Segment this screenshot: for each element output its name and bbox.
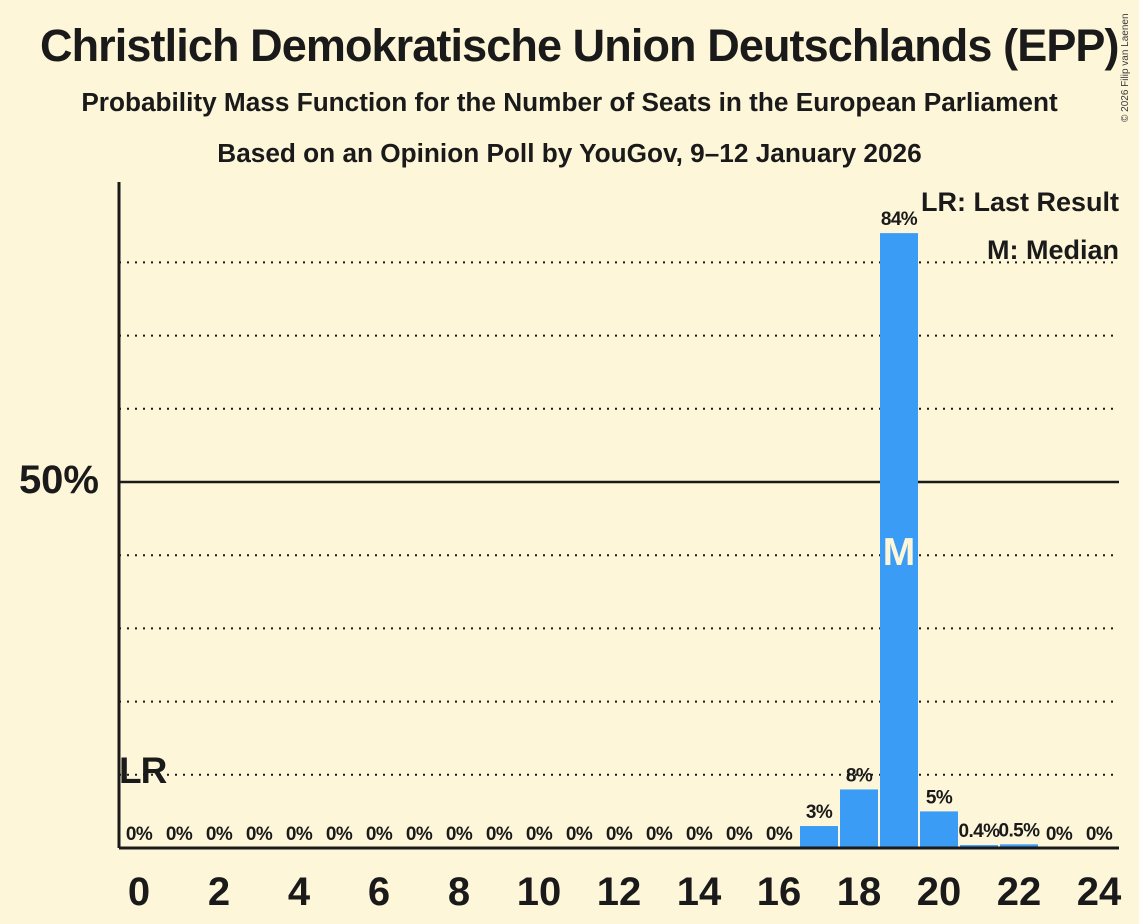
svg-text:18: 18	[837, 870, 882, 914]
svg-text:0%: 0%	[166, 824, 193, 845]
svg-text:0%: 0%	[486, 824, 513, 845]
svg-text:0: 0	[128, 870, 150, 914]
svg-text:LR: LR	[119, 750, 167, 791]
svg-text:0%: 0%	[206, 824, 233, 845]
svg-text:M: Median: M: Median	[987, 235, 1119, 265]
svg-text:0%: 0%	[1086, 824, 1113, 845]
svg-text:14: 14	[677, 870, 722, 914]
svg-text:22: 22	[997, 870, 1042, 914]
svg-text:0%: 0%	[726, 824, 753, 845]
svg-text:3%: 3%	[806, 802, 833, 823]
svg-text:24: 24	[1077, 870, 1122, 914]
svg-text:0.4%: 0.4%	[959, 821, 1001, 842]
svg-text:4: 4	[288, 870, 311, 914]
svg-text:0%: 0%	[326, 824, 353, 845]
svg-text:0.5%: 0.5%	[999, 820, 1041, 841]
svg-text:0%: 0%	[126, 824, 153, 845]
svg-text:0%: 0%	[606, 824, 633, 845]
svg-text:5%: 5%	[926, 787, 953, 808]
svg-text:10: 10	[517, 870, 562, 914]
svg-text:0%: 0%	[286, 824, 313, 845]
svg-text:M: M	[883, 531, 916, 574]
svg-text:12: 12	[597, 870, 642, 914]
svg-text:0%: 0%	[646, 824, 673, 845]
svg-text:0%: 0%	[766, 824, 793, 845]
svg-text:0%: 0%	[366, 824, 393, 845]
svg-text:0%: 0%	[246, 824, 273, 845]
svg-text:8: 8	[448, 870, 470, 914]
svg-text:8%: 8%	[846, 765, 873, 786]
svg-text:50%: 50%	[19, 458, 99, 502]
svg-text:LR: Last Result: LR: Last Result	[921, 187, 1119, 217]
svg-text:0%: 0%	[686, 824, 713, 845]
svg-text:0%: 0%	[1046, 824, 1073, 845]
svg-text:0%: 0%	[446, 824, 473, 845]
svg-text:20: 20	[917, 870, 962, 914]
svg-text:0%: 0%	[526, 824, 553, 845]
svg-text:84%: 84%	[881, 209, 918, 230]
svg-text:0%: 0%	[406, 824, 433, 845]
svg-text:6: 6	[368, 870, 390, 914]
svg-text:2: 2	[208, 870, 230, 914]
svg-text:0%: 0%	[566, 824, 593, 845]
svg-text:16: 16	[757, 870, 802, 914]
